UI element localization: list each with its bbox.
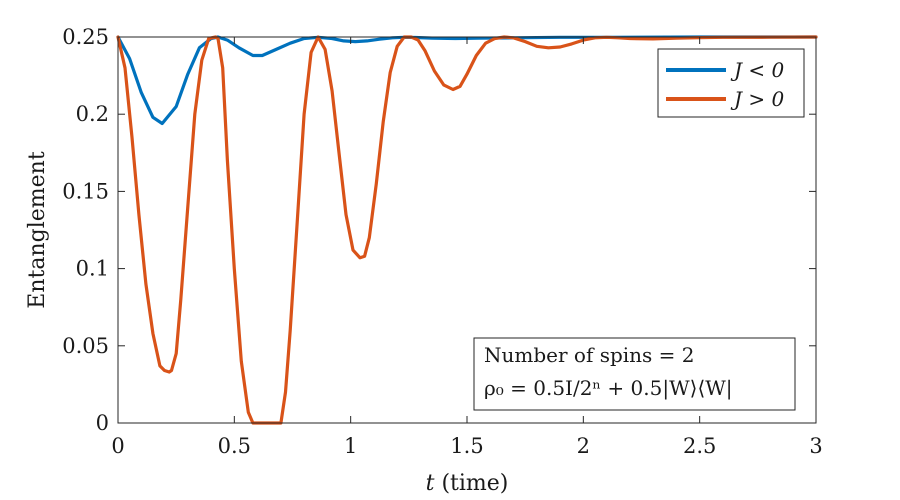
x-tick-label: 1 (344, 434, 357, 458)
y-tick-label: 0.2 (76, 102, 109, 126)
x-tick-label: 2.5 (683, 434, 716, 458)
annotation-initial-state: ρ₀ = 0.5I/2ⁿ + 0.5|W⟩⟨W| (484, 376, 733, 401)
annotation-frame (473, 337, 796, 411)
legend-label-j-positive: J > 0 (730, 87, 784, 111)
legend-box (657, 48, 805, 118)
annotation-spin-count: Number of spins = 2 (484, 343, 695, 367)
x-axis-title: t (time) (426, 471, 509, 496)
annotation-box: Number of spins = 2 ρ₀ = 0.5I/2ⁿ + 0.5|W… (473, 337, 796, 411)
y-tick-label: 0.05 (62, 334, 109, 358)
x-tick-label: 1.5 (450, 434, 483, 458)
y-tick-label: 0.15 (62, 179, 109, 203)
x-tick-label: 3 (809, 434, 822, 458)
x-tick-label: 0.5 (218, 434, 251, 458)
y-tick-label: 0.25 (62, 25, 109, 49)
legend-label-j-negative: J < 0 (730, 58, 784, 82)
x-tick-label: 0 (111, 434, 124, 458)
y-tick-label: 0 (96, 411, 109, 435)
series-line-j-positive (116, 35, 818, 425)
x-axis-title-variable: t (426, 471, 435, 496)
y-axis-title: Entanglement (25, 151, 50, 309)
tick-layer: 0 0.5 1 1.5 2 2.5 3 0 0.05 0.1 0.15 0.2 0.25 (62, 25, 822, 458)
x-tick-label: 2 (577, 434, 590, 458)
y-tick-label: 0.1 (76, 257, 109, 281)
legend: J < 0 J > 0 (657, 48, 805, 118)
x-axis-title-rest: (time) (434, 471, 508, 496)
